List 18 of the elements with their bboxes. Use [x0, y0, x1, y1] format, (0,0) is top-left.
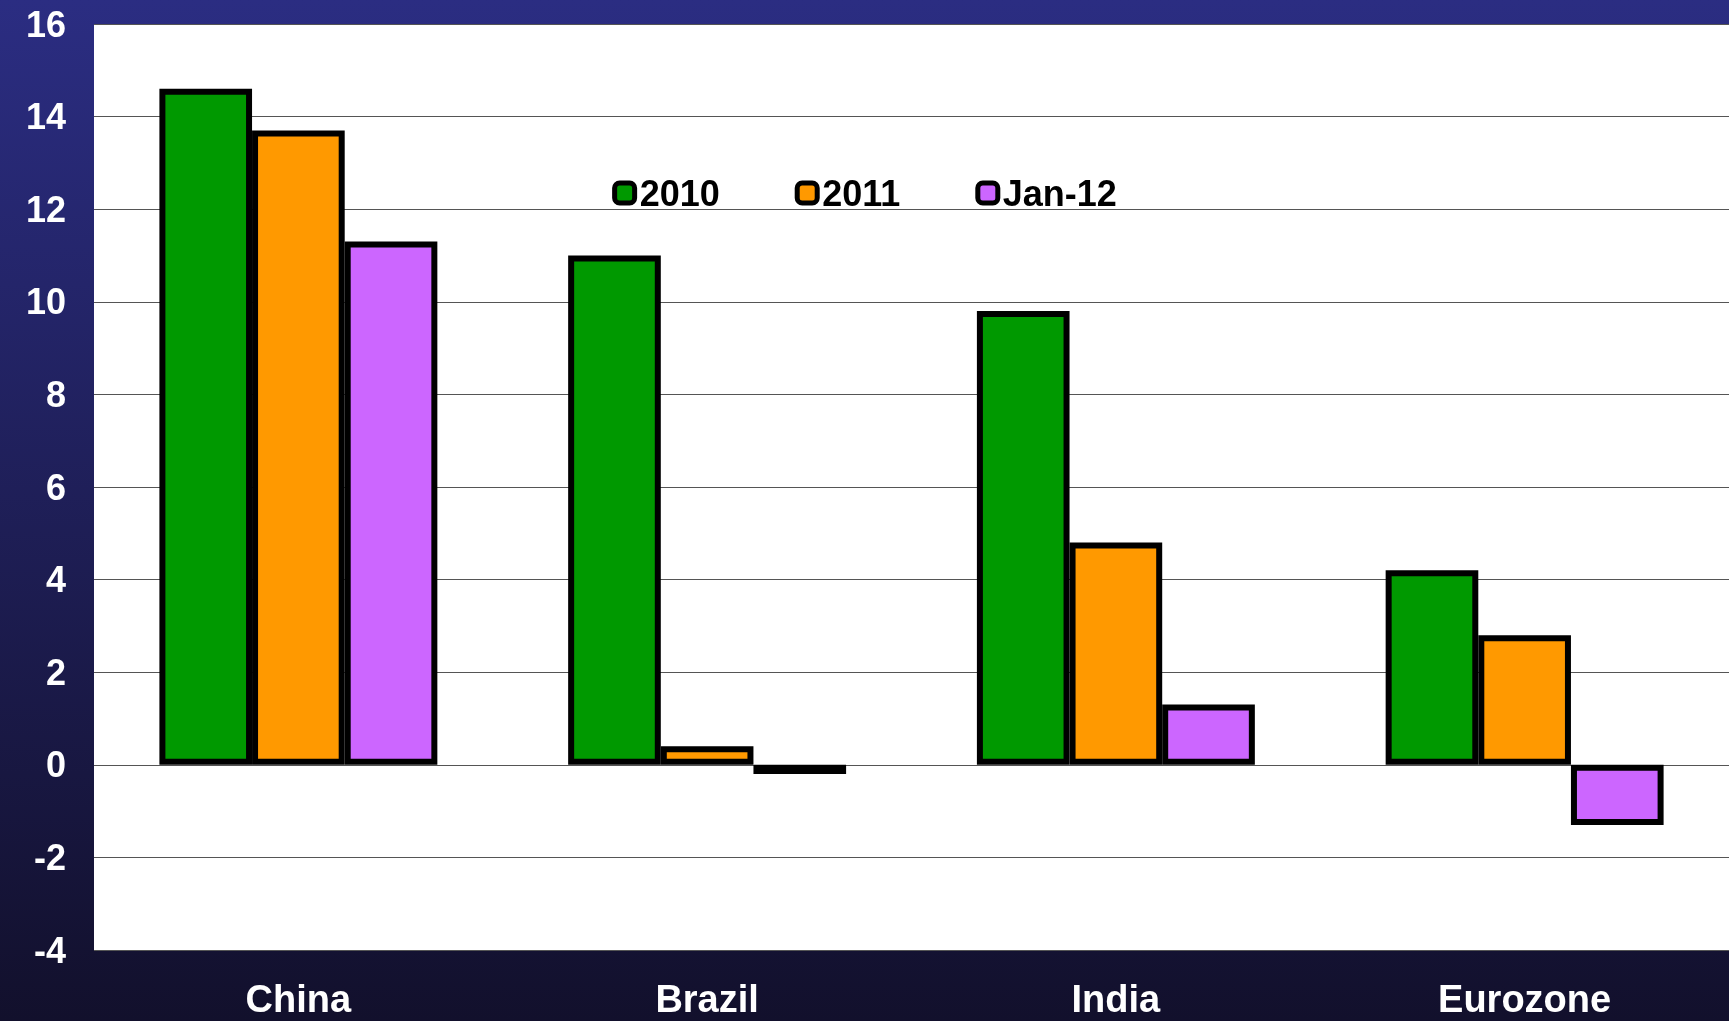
y-tick-label: -2	[33, 836, 66, 878]
y-tick-label: 6	[45, 466, 66, 508]
legend-label: 2011	[822, 172, 901, 214]
y-tick-label: 0	[45, 744, 66, 786]
x-tick-label: Brazil	[655, 978, 759, 1020]
y-tick-label: 12	[25, 188, 66, 230]
y-tick-label: 14	[25, 96, 66, 138]
x-tick-label: India	[1071, 978, 1162, 1020]
y-tick-label: 16	[25, 3, 66, 45]
x-tick-label: China	[245, 978, 353, 1020]
y-tick-label: 10	[25, 281, 66, 323]
x-tick-label: Eurozone	[1438, 978, 1612, 1020]
legend-label: 2010	[639, 172, 720, 214]
y-tick-label: -4	[33, 929, 66, 971]
legend-label: Jan-12	[1002, 172, 1117, 214]
y-tick-label: 4	[45, 559, 66, 601]
y-tick-label: 8	[45, 373, 66, 415]
y-tick-label: 2	[45, 651, 66, 693]
